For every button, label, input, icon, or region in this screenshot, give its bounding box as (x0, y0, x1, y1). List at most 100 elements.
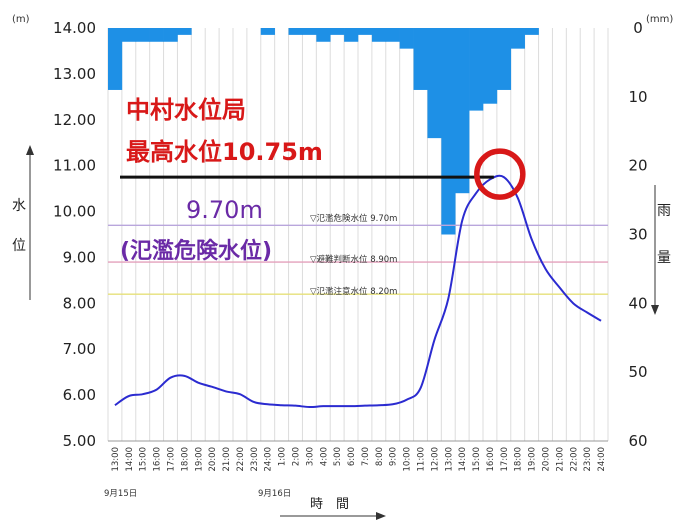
x-tick-label: 20:00 (208, 447, 218, 472)
left-tick-label: 5.00 (63, 432, 96, 450)
rainfall-bar (427, 28, 441, 138)
x-tick-label: 16:00 (486, 447, 496, 472)
left-axis-unit: (m) (12, 14, 30, 25)
rainfall-bar (177, 28, 191, 35)
danger-level-caption: (氾濫危険水位) (120, 238, 272, 264)
x-tick-label: 21:00 (555, 447, 565, 472)
x-tick-label: 13:00 (111, 447, 121, 472)
left-tick-label: 8.00 (63, 294, 96, 312)
left-tick-label: 9.00 (63, 248, 96, 266)
rainfall-bar (261, 28, 275, 35)
rainfall-bar (289, 28, 303, 35)
rainfall-bar (497, 28, 511, 90)
right-tick-label: 50 (628, 363, 647, 381)
rainfall-bar (525, 28, 539, 35)
x-tick-label: 23:00 (583, 447, 593, 472)
rainfall-bar (441, 28, 455, 235)
rainfall-bar (302, 28, 316, 35)
x-tick-label: 16:00 (153, 447, 163, 472)
x-tick-label: 17:00 (167, 447, 177, 472)
x-tick-label: 22:00 (569, 447, 579, 472)
rainfall-bar (455, 28, 469, 193)
left-y-axis: 5.00 6.00 7.00 8.00 9.00 10.00 11.00 12.00 13.00… (53, 19, 96, 450)
rainfall-bar (150, 28, 164, 42)
x-tick-label: 20:00 (542, 447, 552, 472)
right-axis-label-char-1: 雨 (657, 203, 671, 219)
x-axis-arrowhead (376, 512, 386, 520)
x-tick-label: 10:00 (403, 447, 413, 472)
x-tick-label: 14:00 (458, 447, 468, 472)
x-tick-label: 9:00 (389, 447, 399, 466)
rainfall-bar (316, 28, 330, 42)
right-tick-label: 30 (628, 226, 647, 244)
right-tick-label: 0 (633, 19, 643, 37)
x-tick-label: 24:00 (597, 447, 607, 472)
x-axis-ticks: 13:00 14:00 15:00 16:00 17:00 18:00 19:00 20:00… (111, 447, 607, 472)
rainfall-bar (372, 28, 386, 42)
x-tick-label: 2:00 (292, 447, 302, 466)
rainfall-bar (483, 28, 497, 104)
rainfall-bar (400, 28, 414, 49)
max-level-circle (477, 151, 523, 197)
x-axis-title: 時 間 (310, 497, 349, 512)
x-tick-label: 15:00 (139, 447, 149, 472)
rainfall-bar (344, 28, 358, 42)
rainfall-bar (511, 28, 525, 49)
x-tick-label: 21:00 (222, 447, 232, 472)
left-tick-label: 13.00 (53, 65, 96, 83)
rainfall-bar (164, 28, 178, 42)
left-tick-label: 6.00 (63, 386, 96, 404)
x-tick-label: 15:00 (472, 447, 482, 472)
rainfall-bar (330, 28, 344, 35)
left-tick-label: 12.00 (53, 111, 96, 129)
station-name: 中村水位局 (126, 96, 246, 124)
rainfall-bar (414, 28, 428, 90)
rainfall-bars (108, 28, 539, 235)
x-tick-label: 8:00 (375, 447, 385, 466)
x-tick-label: 1:00 (278, 447, 288, 466)
left-tick-label: 14.00 (53, 19, 96, 37)
x-tick-label: 18:00 (514, 447, 524, 472)
left-tick-label: 11.00 (53, 157, 96, 175)
danger-level-value: 9.70m (186, 196, 263, 224)
vertical-grid (108, 28, 608, 441)
x-tick-label: 11:00 (417, 447, 427, 472)
x-tick-label: 6:00 (347, 447, 357, 466)
x-tick-label: 7:00 (361, 447, 371, 466)
x-tick-label: 5:00 (333, 447, 343, 466)
left-tick-label: 7.00 (63, 340, 96, 358)
ref-label-evacuation: ▽避難判断水位 8.90m (310, 254, 397, 265)
x-tick-label: 13:00 (444, 447, 454, 472)
x-tick-label: 18:00 (180, 447, 190, 472)
ref-label-danger: ▽氾濫危険水位 9.70m (310, 213, 397, 224)
left-axis-label-char-2: 位 (12, 238, 26, 254)
rainfall-bar (358, 28, 372, 35)
right-axis-unit: (mm) (646, 14, 673, 25)
x-tick-label: 22:00 (236, 447, 246, 472)
x-tick-label: 3:00 (305, 447, 315, 466)
x-tick-label: 19:00 (194, 447, 204, 472)
left-axis-label-char-1: 水 (12, 198, 26, 214)
right-axis-label-char-2: 量 (657, 250, 671, 266)
x-tick-label: 23:00 (250, 447, 260, 472)
max-level-text: 最高水位10.75m (126, 138, 323, 166)
rainfall-bar (469, 28, 483, 111)
left-tick-label: 10.00 (53, 203, 96, 221)
rainfall-bar (122, 28, 136, 42)
rainfall-bar (386, 28, 400, 42)
right-tick-label: 20 (628, 157, 647, 175)
date-label-1: 9月15日 (104, 489, 137, 499)
date-label-2: 9月16日 (258, 489, 291, 499)
right-tick-label: 60 (628, 432, 647, 450)
rainfall-bar (108, 28, 122, 90)
right-tick-label: 10 (628, 88, 647, 106)
rainfall-bar (136, 28, 150, 42)
ref-label-caution: ▽氾濫注意水位 8.20m (310, 286, 397, 297)
right-axis-arrowhead (651, 305, 659, 315)
x-tick-label: 19:00 (528, 447, 538, 472)
right-y-axis: 0 10 20 30 40 50 60 (628, 19, 647, 450)
x-tick-label: 17:00 (500, 447, 510, 472)
x-tick-label: 12:00 (430, 447, 440, 472)
x-tick-label: 24:00 (264, 447, 274, 472)
